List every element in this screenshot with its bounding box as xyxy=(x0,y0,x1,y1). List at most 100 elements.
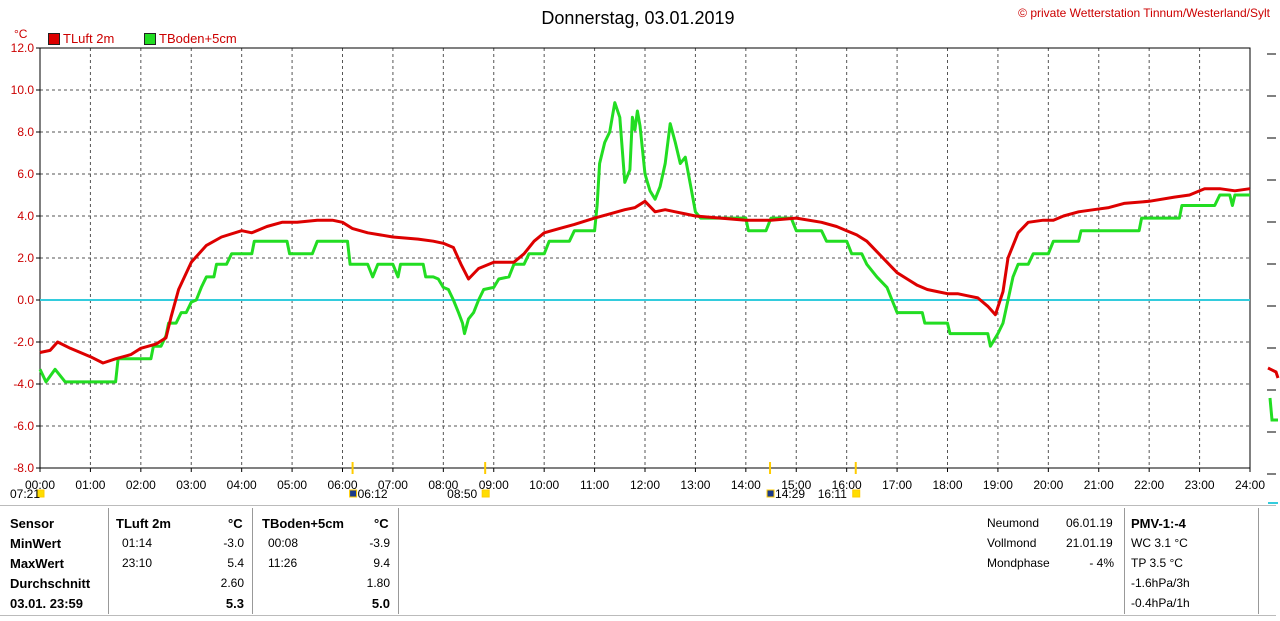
x-tick-label: 18:00 xyxy=(932,478,962,492)
y-tick-label: -6.0 xyxy=(13,419,34,433)
x-tick-label: 02:00 xyxy=(126,478,156,492)
y-tick-label: -8.0 xyxy=(13,461,34,475)
x-tick-label: 16:00 xyxy=(832,478,862,492)
stats-row-label: MinWert xyxy=(10,536,62,551)
x-tick-label: 09:00 xyxy=(479,478,509,492)
moon-value: - 4% xyxy=(1089,556,1114,570)
edge-series-red xyxy=(1267,366,1280,379)
chart-title: Donnerstag, 03.01.2019 xyxy=(541,8,735,28)
pmv-title: PMV-1:-4 xyxy=(1131,516,1186,531)
sun-marker-icon xyxy=(766,489,775,498)
y-tick-label: 8.0 xyxy=(17,125,34,139)
moon-value: 06.01.19 xyxy=(1066,516,1113,530)
moon-label: Vollmond xyxy=(987,536,1037,550)
x-tick-label: 24:00 xyxy=(1235,478,1265,492)
y-tick-label: 0.0 xyxy=(17,293,34,307)
y-tick-label: 4.0 xyxy=(17,209,34,223)
stats-table: Sensor TLuft 2m °C TBoden+5cm °C MinWert… xyxy=(0,512,400,612)
moon-label: Neumond xyxy=(987,516,1040,530)
y-tick-label: -4.0 xyxy=(13,377,34,391)
x-tick-label: 21:00 xyxy=(1084,478,1114,492)
x-tick-label: 01:00 xyxy=(75,478,105,492)
moon-value: 21.01.19 xyxy=(1066,536,1113,550)
x-tick-label: 11:00 xyxy=(580,478,609,492)
y-tick-label: -2.0 xyxy=(13,335,34,349)
copyright-text: © private Wetterstation Tinnum/Westerlan… xyxy=(1018,6,1270,20)
edge-series-green xyxy=(1268,397,1278,422)
stats-header-unit1: °C xyxy=(228,516,243,531)
pmv-line: -1.6hPa/3h xyxy=(1131,576,1190,590)
table-divider xyxy=(1124,508,1125,614)
x-tick-label: 08:00 xyxy=(428,478,458,492)
table-divider xyxy=(108,508,109,614)
stats-cell: 5.3 xyxy=(225,596,244,611)
x-tick-label: 03:00 xyxy=(176,478,206,492)
series xyxy=(38,101,1251,384)
x-tick-label: 23:00 xyxy=(1185,478,1215,492)
stats-row-label: MaxWert xyxy=(10,556,64,571)
stats-cell: 9.4 xyxy=(373,556,390,570)
x-tick-label: 13:00 xyxy=(680,478,710,492)
legend-label-tluft: TLuft 2m xyxy=(63,31,115,46)
stats-cell: 2.60 xyxy=(220,576,244,590)
x-tick-label: 19:00 xyxy=(983,478,1013,492)
sun-markers xyxy=(36,462,861,498)
legend-item-tluft: TLuft 2m xyxy=(48,31,114,46)
y-tick-label: 12.0 xyxy=(11,41,35,55)
sun-marker-label: 07:21 xyxy=(10,487,41,501)
sun-marker-icon xyxy=(852,489,861,498)
y-tick-label: 2.0 xyxy=(17,251,34,265)
y-tick-label: 10.0 xyxy=(11,83,35,97)
stats-cell: 01:14 xyxy=(122,536,153,550)
sun-marker-label: 16:11 xyxy=(817,487,847,501)
stats-header-sensor: Sensor xyxy=(10,516,55,531)
stats-cell: 5.0 xyxy=(371,596,390,611)
x-tick-label: 10:00 xyxy=(529,478,559,492)
stats-cell: 5.4 xyxy=(227,556,244,570)
sun-marker-label: 08:50 xyxy=(447,487,478,501)
legend-swatch-red xyxy=(48,32,60,45)
table-divider xyxy=(398,508,399,614)
sun-marker-label: 06:12 xyxy=(357,487,388,501)
stats-cell: 00:08 xyxy=(268,536,299,550)
pmv-line: -0.4hPa/1h xyxy=(1131,596,1190,610)
sun-marker-label: 14:29 xyxy=(775,487,806,501)
x-tick-label: 00:00 xyxy=(25,478,55,492)
moon-info: Neumond 06.01.19 Vollmond 21.01.19 Mondp… xyxy=(980,512,1120,592)
stats-cell: 23:10 xyxy=(122,556,153,570)
sun-marker-icon xyxy=(349,489,358,498)
stats-row-label: Durchschnitt xyxy=(10,576,91,591)
stats-cell: -3.9 xyxy=(369,536,390,550)
table-divider xyxy=(252,508,253,614)
x-tick-label: 20:00 xyxy=(1033,478,1063,492)
x-tick-label: 17:00 xyxy=(882,478,912,492)
x-tick-label: 14:00 xyxy=(731,478,761,492)
stats-cell: -3.0 xyxy=(223,536,244,550)
stats-cell: 1.80 xyxy=(366,576,390,590)
moon-label: Mondphase xyxy=(987,556,1050,570)
x-tick-label: 22:00 xyxy=(1134,478,1164,492)
x-tick-label: 06:00 xyxy=(327,478,357,492)
pmv-line: TP 3.5 °C xyxy=(1131,556,1183,570)
legend-swatch-green xyxy=(144,32,156,45)
x-tick-label: 12:00 xyxy=(630,478,660,492)
stats-header-s1: TLuft 2m xyxy=(116,516,171,531)
pmv-info: PMV-1:-4 WC 3.1 °C TP 3.5 °C -1.6hPa/3h … xyxy=(1126,512,1256,612)
x-tick-label: 04:00 xyxy=(227,478,257,492)
grid xyxy=(40,48,1250,468)
series-line-tboden xyxy=(38,101,1250,384)
pmv-line: WC 3.1 °C xyxy=(1131,536,1188,550)
stats-cell: 11:26 xyxy=(268,556,298,570)
sun-marker-icon xyxy=(36,489,45,498)
sun-marker-icon xyxy=(481,489,490,498)
table-top-border xyxy=(0,505,1276,506)
y-tick-label: 6.0 xyxy=(17,167,34,181)
x-tick-label: 07:00 xyxy=(378,478,408,492)
legend-item-tboden: TBoden+5cm xyxy=(144,31,237,46)
table-bottom-border xyxy=(0,615,1276,616)
series-line-tluft xyxy=(39,187,1251,365)
table-divider xyxy=(1258,508,1259,614)
stats-header-unit2: °C xyxy=(374,516,389,531)
x-tick-label: 05:00 xyxy=(277,478,307,492)
